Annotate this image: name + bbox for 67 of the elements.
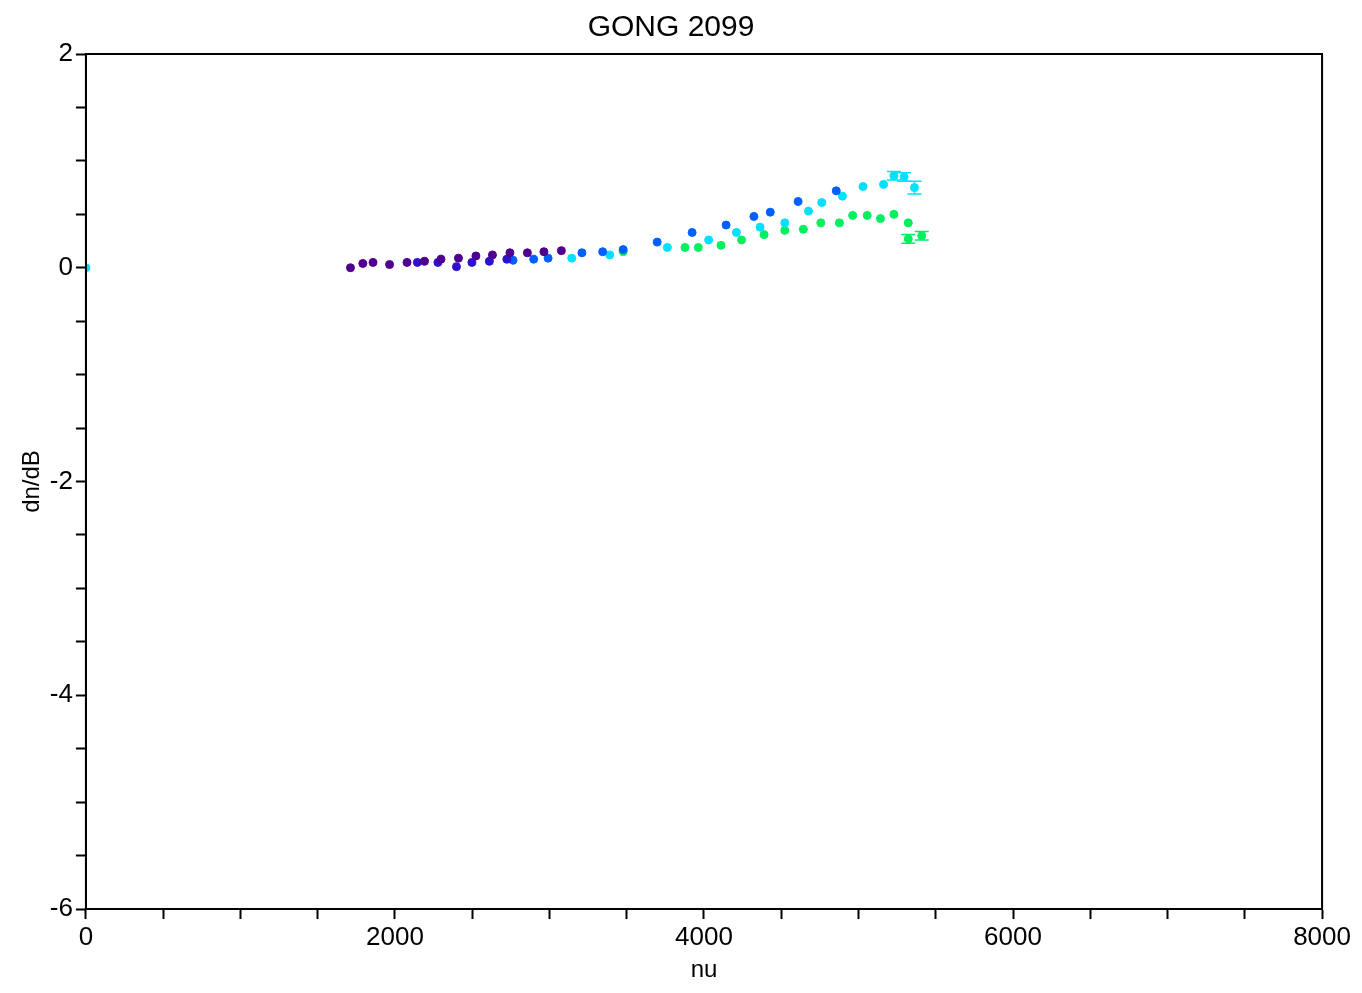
y-axis-title: dn/dB — [17, 450, 45, 513]
point — [605, 250, 615, 260]
point — [402, 257, 412, 267]
y-tick-label: 0 — [58, 250, 73, 281]
point — [680, 242, 690, 252]
point — [817, 198, 827, 208]
point — [529, 254, 539, 264]
point — [816, 218, 826, 228]
point — [798, 224, 808, 234]
point — [803, 206, 813, 216]
point — [556, 246, 566, 256]
point — [759, 230, 769, 240]
x-tick-label: 2000 — [366, 920, 424, 951]
y-tick-label: -4 — [49, 678, 73, 709]
point — [755, 222, 765, 232]
chart-title: GONG 2099 — [587, 9, 755, 43]
point — [577, 248, 587, 258]
point — [567, 253, 577, 263]
point — [879, 179, 889, 189]
point — [858, 182, 868, 192]
point — [721, 220, 731, 230]
x-tick-label: 4000 — [675, 920, 733, 951]
point — [419, 256, 429, 266]
x-tick-label: 6000 — [984, 920, 1042, 951]
point — [368, 257, 378, 267]
point — [522, 248, 532, 258]
point — [662, 242, 672, 252]
point — [862, 210, 872, 220]
point — [831, 186, 841, 196]
y-tick-label: -2 — [49, 464, 73, 495]
point — [598, 247, 608, 257]
point — [453, 253, 463, 263]
y-tick-label: 2 — [58, 37, 73, 68]
point — [848, 210, 858, 220]
point — [505, 248, 515, 258]
x-axis-title: nu — [690, 955, 718, 983]
point — [731, 227, 741, 237]
point — [543, 253, 553, 263]
point — [875, 214, 885, 224]
point — [652, 237, 662, 247]
x-tick-label: 0 — [78, 920, 94, 951]
point — [451, 262, 461, 272]
point — [903, 218, 913, 228]
point — [793, 196, 803, 206]
x-tick-label: 8000 — [1293, 920, 1351, 951]
point — [704, 235, 714, 245]
point — [358, 258, 368, 268]
point — [837, 191, 847, 201]
point — [412, 257, 422, 267]
point — [889, 209, 899, 219]
point — [693, 242, 703, 252]
point — [385, 260, 395, 270]
point — [539, 247, 549, 257]
point — [687, 227, 697, 237]
point — [737, 235, 747, 245]
point — [765, 207, 775, 217]
point — [780, 225, 790, 235]
point — [345, 263, 355, 273]
point — [749, 211, 759, 221]
point — [834, 218, 844, 228]
point — [471, 251, 481, 261]
point — [484, 256, 494, 266]
point — [467, 257, 477, 267]
y-tick-label: -6 — [49, 892, 73, 923]
point — [487, 250, 497, 260]
point — [780, 218, 790, 228]
point — [716, 240, 726, 250]
